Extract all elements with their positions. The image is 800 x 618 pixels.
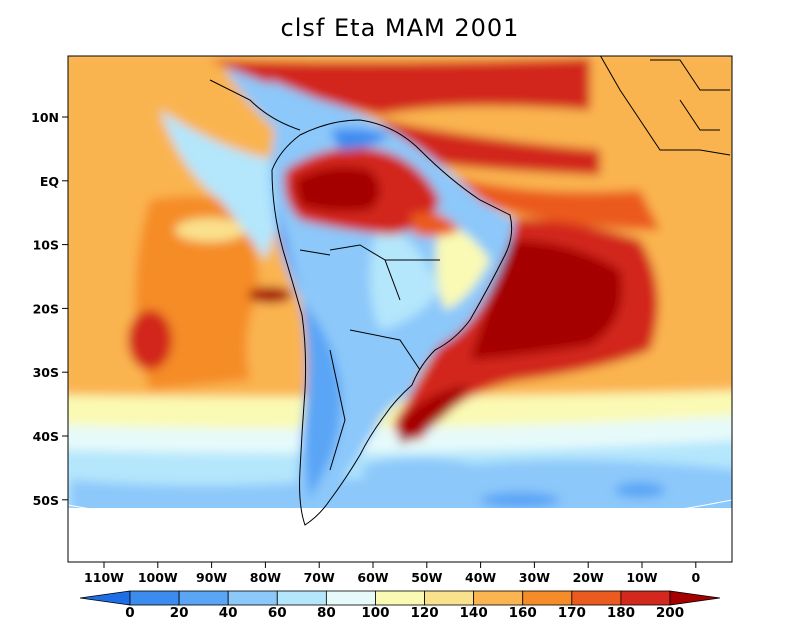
lon-tick-label: 10W <box>626 570 657 585</box>
lon-tick-label: 100W <box>138 570 178 585</box>
lon-tick-label: 0 <box>691 570 700 585</box>
colorbar: 0 20 40 60 80 100 120 140 160 170 180 200 <box>79 590 721 618</box>
colorbar-label: 20 <box>170 605 189 618</box>
colorbar-label: 200 <box>656 605 684 618</box>
lat-tick-label: EQ <box>40 174 59 189</box>
colorbar-box <box>620 590 671 606</box>
colorbar-label: 80 <box>317 605 336 618</box>
lon-tick-label: 80W <box>250 570 281 585</box>
colorbar-label: 0 <box>125 605 134 618</box>
colorbar-label: 170 <box>558 605 586 618</box>
colorbar-label: 100 <box>361 605 389 618</box>
lon-tick-label: 90W <box>196 570 227 585</box>
lon-tick-label: 40W <box>465 570 496 585</box>
colorbar-label: 180 <box>607 605 635 618</box>
coastlines <box>209 56 731 526</box>
colorbar-label: 160 <box>509 605 537 618</box>
colorbar-box <box>522 590 573 606</box>
lon-tick-label: 110W <box>84 570 124 585</box>
colorbar-high-extend <box>669 590 721 606</box>
colorbar-box <box>424 590 475 606</box>
lon-tick-label: 50W <box>411 570 442 585</box>
lat-tick-label: 10S <box>33 238 59 253</box>
lon-tick-label: 70W <box>304 570 335 585</box>
colorbar-box <box>178 590 229 606</box>
domain-edge <box>67 499 733 535</box>
colorbar-box <box>227 590 278 606</box>
lon-tick-label: 20W <box>573 570 604 585</box>
colorbar-label: 140 <box>460 605 488 618</box>
colorbar-low-extend <box>79 590 131 606</box>
latitude-axis: 10N EQ 10S 20S 30S 40S 50S <box>31 110 68 508</box>
colorbar-box <box>375 590 425 606</box>
lon-tick-label: 60W <box>357 570 388 585</box>
lat-tick-label: 20S <box>33 301 59 316</box>
lat-tick-label: 10N <box>31 110 59 125</box>
plot-frame <box>67 55 733 563</box>
colorbar-label: 60 <box>268 605 287 618</box>
lat-tick-label: 30S <box>33 365 59 380</box>
chart-title: clsf Eta MAM 2001 <box>280 14 520 42</box>
lat-tick-label: 40S <box>33 429 59 444</box>
colorbar-box <box>473 590 524 606</box>
colorbar-label: 40 <box>219 605 238 618</box>
colorbar-box <box>276 590 327 606</box>
precipitation-field <box>68 56 732 526</box>
longitude-axis: 110W 100W 90W 80W 70W 60W 50W 40W 30W 20W 10W 0 <box>84 562 700 585</box>
colorbar-label: 120 <box>410 605 438 618</box>
lat-tick-label: 50S <box>33 493 59 508</box>
colorbar-box <box>129 590 180 606</box>
lon-tick-label: 30W <box>519 570 550 585</box>
colorbar-box <box>571 590 622 606</box>
colorbar-box <box>325 590 376 606</box>
